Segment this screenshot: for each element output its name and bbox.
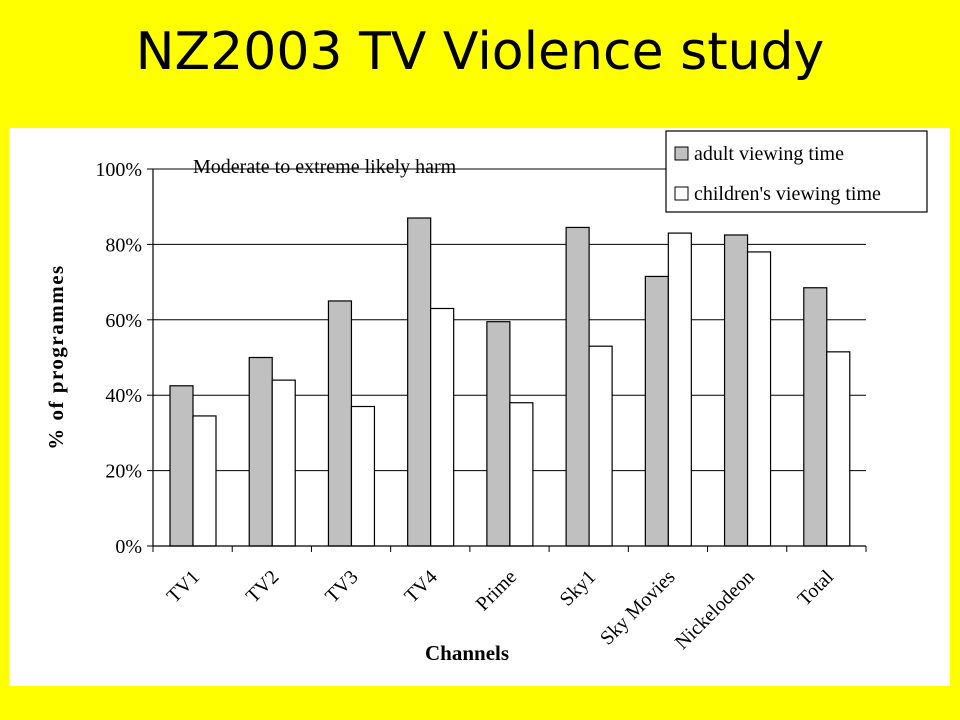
- bar-children: [509, 402, 534, 547]
- legend-label-children: children's viewing time: [694, 183, 881, 205]
- x-tick-label: Prime: [472, 566, 521, 615]
- y-tick-label: 40%: [105, 385, 142, 407]
- x-tick-label: TV4: [400, 566, 441, 607]
- chart-panel: [9, 128, 950, 686]
- x-tick-label: Sky Movies: [596, 566, 680, 650]
- axes: [147, 168, 867, 552]
- legend-swatch-children: [674, 186, 689, 201]
- chart-annotation: Moderate to extreme likely harm: [193, 156, 457, 178]
- bar-children: [271, 379, 296, 547]
- bars: [169, 217, 851, 547]
- bar-children: [588, 345, 613, 547]
- legend-label-adult: adult viewing time: [694, 143, 844, 165]
- bar-children: [667, 232, 692, 547]
- bar-children: [746, 251, 772, 547]
- bar-adult: [644, 275, 669, 547]
- x-tick-label: TV3: [321, 566, 362, 607]
- legend-swatch-adult: [674, 146, 689, 161]
- x-tick-label: Nickelodeon: [671, 566, 759, 654]
- x-tick-label: TV1: [163, 566, 204, 607]
- bar-children: [430, 307, 455, 547]
- legend-box: [665, 130, 928, 213]
- y-tick-label: 60%: [105, 310, 142, 332]
- y-tick-label: 0%: [115, 536, 142, 558]
- y-tick-label: 80%: [105, 234, 142, 256]
- x-axis-label: Channels: [425, 641, 509, 665]
- x-tick-label: Sky1: [556, 566, 601, 611]
- bar-children: [350, 405, 376, 547]
- bar-adult: [723, 234, 749, 547]
- y-axis-label: % of programmes: [44, 264, 68, 449]
- bar-children: [826, 351, 851, 547]
- bar-adult: [407, 217, 432, 547]
- y-tick-label: 20%: [105, 461, 142, 483]
- slide-title: NZ2003 TV Violence study: [135, 22, 825, 82]
- bar-children: [192, 415, 217, 547]
- bar-adult: [565, 226, 590, 547]
- bar-adult: [248, 356, 273, 547]
- bar-adult: [803, 287, 828, 547]
- bar-adult: [486, 321, 511, 547]
- bar-adult: [169, 385, 194, 547]
- x-tick-label: Total: [794, 566, 839, 611]
- x-tick-label: TV2: [242, 566, 283, 607]
- legend: adult viewing time children's viewing ti…: [665, 130, 928, 213]
- y-tick-label: 100%: [95, 159, 142, 181]
- bar-adult: [327, 300, 353, 547]
